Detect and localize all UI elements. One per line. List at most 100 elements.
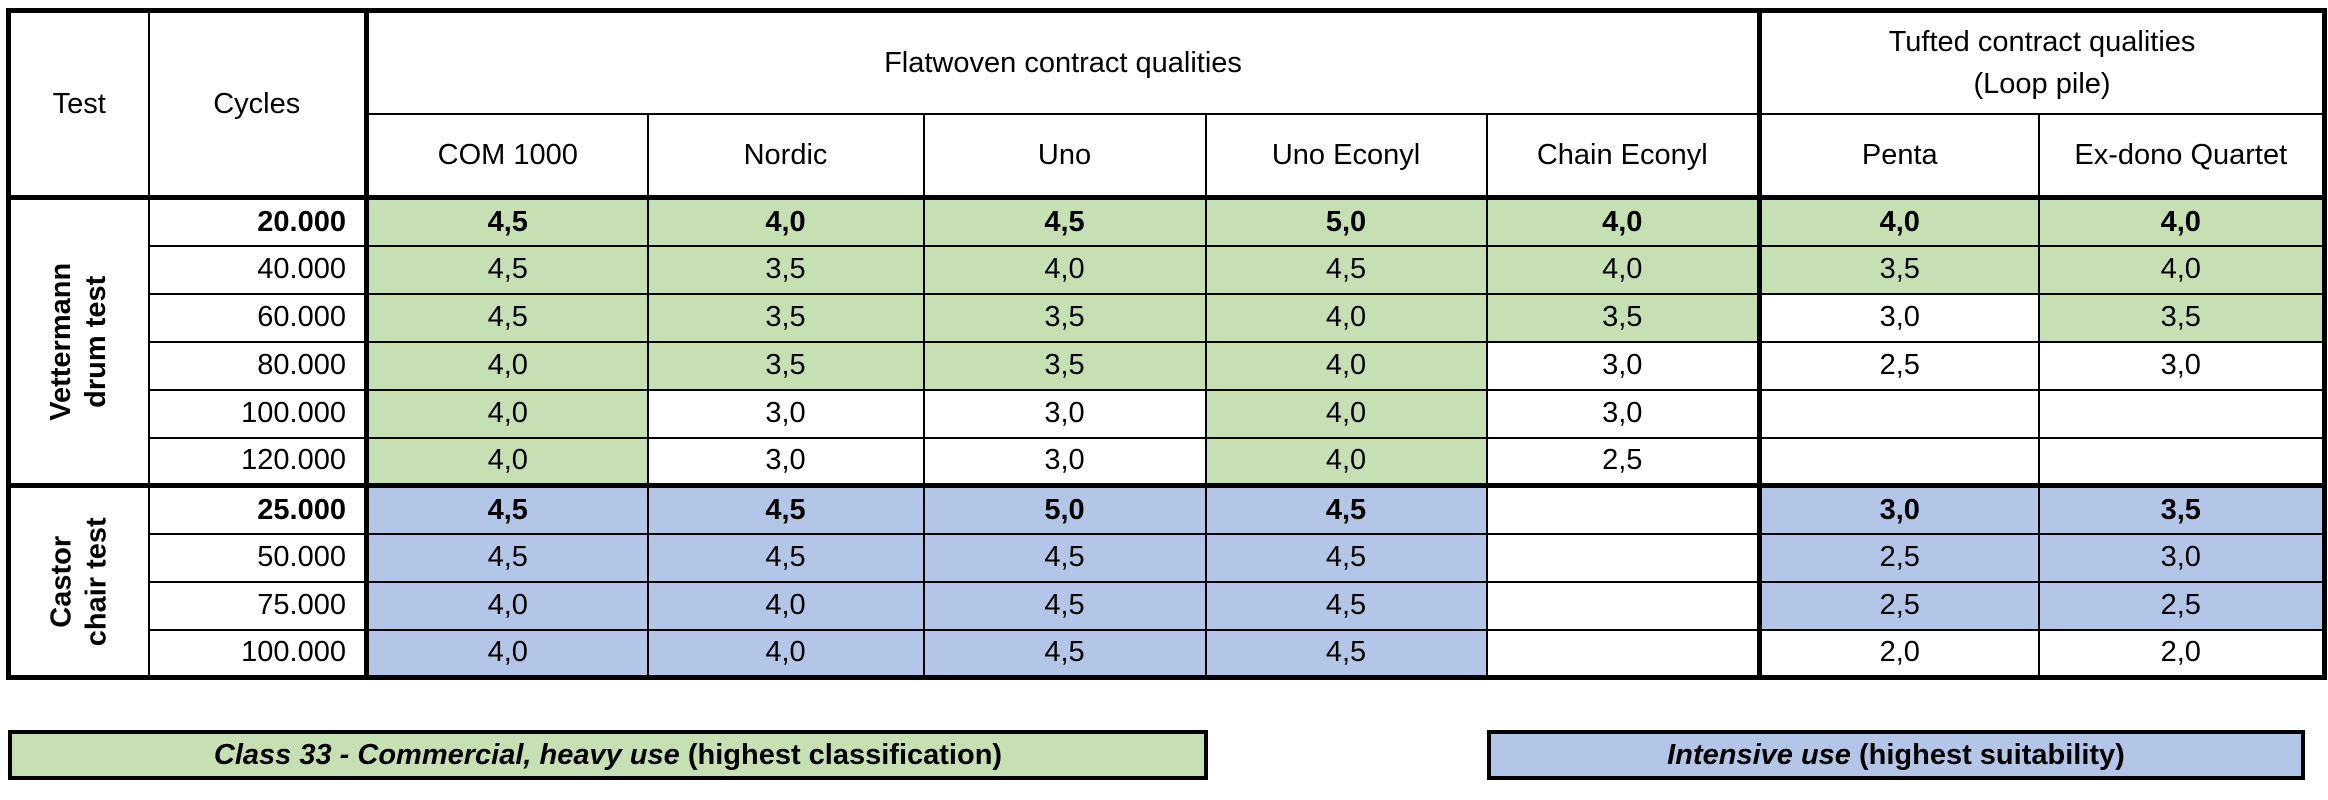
value-cell: 2,5 [1758, 532, 2040, 583]
test-label-wrap: Castor chair test [11, 488, 147, 675]
value-cell: 2,5 [1485, 436, 1763, 488]
value-cell: 3,5 [922, 292, 1207, 343]
test-label-vettermann: Vettermann drum test [7, 196, 150, 488]
table-row: 100.000 4,0 3,0 3,0 4,0 3,0 [9, 388, 2326, 439]
value-cell: 4,5 [922, 628, 1207, 679]
table-row: 80.000 4,0 3,5 3,5 4,0 3,0 2,5 3,0 [9, 340, 2326, 391]
value-cell: 3,5 [2037, 292, 2326, 343]
value-cell: 5,0 [1204, 196, 1488, 247]
table-row: Vettermann drum test 20.000 4,5 4,0 4,5 5,0 4,0… [7, 196, 2326, 488]
group-header-lines: Tufted contract qualities (Loop pile) [1762, 21, 2322, 105]
value-cell: 4,5 [365, 532, 649, 583]
cycles-cell: 100.000 [147, 628, 369, 679]
table-row: 60.000 4,5 3,5 3,5 4,0 3,5 3,0 3,5 [9, 292, 2326, 343]
value-cell: 4,0 [365, 628, 649, 679]
value-cell: 3,0 [922, 436, 1207, 488]
table-row: 100.000 4,0 4,0 4,5 4,5 2,0 2,0 [9, 628, 2326, 679]
cycles-cell: 120.000 [147, 436, 369, 488]
value-cell: 4,5 [922, 532, 1207, 583]
value-cell: 5,0 [922, 484, 1207, 535]
header-product-row: COM 1000 Nordic Uno Uno Econyl Chain Econyl P… [9, 113, 2326, 200]
cycles-cell: 50.000 [147, 532, 369, 583]
value-cell: 4,5 [365, 484, 649, 535]
value-cell [2037, 388, 2326, 439]
value-cell: 3,5 [646, 340, 925, 391]
product-column-header: Penta [1758, 113, 2040, 200]
value-cell: 4,5 [1204, 532, 1488, 583]
value-cell: 2,5 [2037, 580, 2326, 631]
value-cell: 4,0 [365, 340, 649, 391]
value-cell: 4,5 [646, 532, 925, 583]
value-cell: 4,0 [1485, 196, 1763, 247]
value-cell: 3,5 [646, 292, 925, 343]
group-header-lines: Flatwoven contract qualities [369, 42, 1755, 84]
value-cell [1758, 388, 2040, 439]
cycles-cell: 100.000 [147, 388, 369, 439]
value-cell: 4,5 [365, 244, 649, 295]
value-cell: 4,5 [1204, 484, 1488, 535]
product-column-header: Ex-dono Quartet [2037, 113, 2326, 200]
value-cell: 3,0 [646, 436, 925, 488]
value-cell: 3,0 [2037, 340, 2326, 391]
value-cell: 4,0 [2037, 196, 2326, 247]
cycles-cell: 75.000 [147, 580, 369, 631]
header-group-row: Test Cycles Flatwoven contract qualities Tu… [7, 9, 2326, 200]
value-cell [1758, 436, 2040, 488]
value-cell: 3,5 [646, 244, 925, 295]
value-cell: 4,5 [922, 580, 1207, 631]
value-cell: 4,0 [2037, 244, 2326, 295]
value-cell: 3,0 [1485, 340, 1763, 391]
group-header-line: (Loop pile) [1973, 68, 2111, 100]
group-header-line: Tufted contract qualities [1888, 25, 2196, 58]
cycles-cell: 60.000 [147, 292, 369, 343]
test-label-text: Vettermann drum test [45, 262, 113, 421]
value-cell: 4,0 [365, 436, 649, 488]
value-cell: 3,0 [1758, 484, 2040, 535]
product-column-header: Chain Econyl [1485, 113, 1763, 200]
product-column-header: Uno [922, 113, 1207, 200]
legend-intensive-blue: Intensive use (highest suitability) [1487, 730, 2305, 780]
value-cell: 3,0 [1485, 388, 1763, 439]
value-cell [2037, 436, 2326, 488]
legend-class33-italic-text: Class 33 - Commercial, heavy use [213, 738, 680, 771]
legend-class33-green: Class 33 - Commercial, heavy use (highes… [8, 730, 1208, 780]
value-cell: 4,5 [1204, 244, 1488, 295]
product-column-header: Uno Econyl [1204, 113, 1488, 200]
cycles-cell: 20.000 [147, 196, 369, 247]
value-cell: 4,5 [646, 484, 925, 535]
value-cell: 4,0 [1204, 340, 1488, 391]
value-cell [1485, 532, 1763, 583]
value-cell: 3,0 [1758, 292, 2040, 343]
group-header: Flatwoven contract qualities [365, 9, 1763, 115]
group-header: Tufted contract qualities (Loop pile) [1758, 9, 2326, 115]
value-cell: 4,5 [922, 196, 1207, 247]
value-cell: 4,5 [1204, 628, 1488, 679]
table-row: 120.000 4,0 3,0 3,0 4,0 2,5 [9, 436, 2326, 488]
value-cell: 3,0 [922, 388, 1207, 439]
value-cell: 4,0 [1204, 436, 1488, 488]
product-column-header: COM 1000 [365, 113, 649, 200]
value-cell: 4,0 [1758, 196, 2040, 247]
column-header-cycles: Cycles [147, 9, 369, 200]
group-header-line: Flatwoven contract qualities [884, 46, 1242, 79]
value-cell: 4,5 [365, 292, 649, 343]
cycles-cell: 40.000 [147, 244, 369, 295]
value-cell: 3,0 [2037, 532, 2326, 583]
cycles-cell: 80.000 [147, 340, 369, 391]
table-row: 50.000 4,5 4,5 4,5 4,5 2,5 3,0 [9, 532, 2326, 583]
wear-test-table: Test Cycles Flatwoven contract qualities Tu… [6, 8, 2328, 680]
value-cell: 3,0 [646, 388, 925, 439]
table-row: 75.000 4,0 4,0 4,5 4,5 2,5 2,5 [9, 580, 2326, 631]
cycles-cell: 25.000 [147, 484, 369, 535]
value-cell: 4,0 [1204, 292, 1488, 343]
value-cell: 3,5 [2037, 484, 2326, 535]
value-cell: 3,5 [1758, 244, 2040, 295]
value-cell: 2,0 [1758, 628, 2040, 679]
legend-intensive-italic-text: Intensive use [1667, 738, 1851, 771]
value-cell: 2,5 [1758, 580, 2040, 631]
test-label-text: Castor chair test [45, 517, 113, 646]
value-cell: 4,0 [1485, 244, 1763, 295]
value-cell: 4,0 [646, 580, 925, 631]
value-cell [1485, 628, 1763, 679]
value-cell: 4,0 [1204, 388, 1488, 439]
